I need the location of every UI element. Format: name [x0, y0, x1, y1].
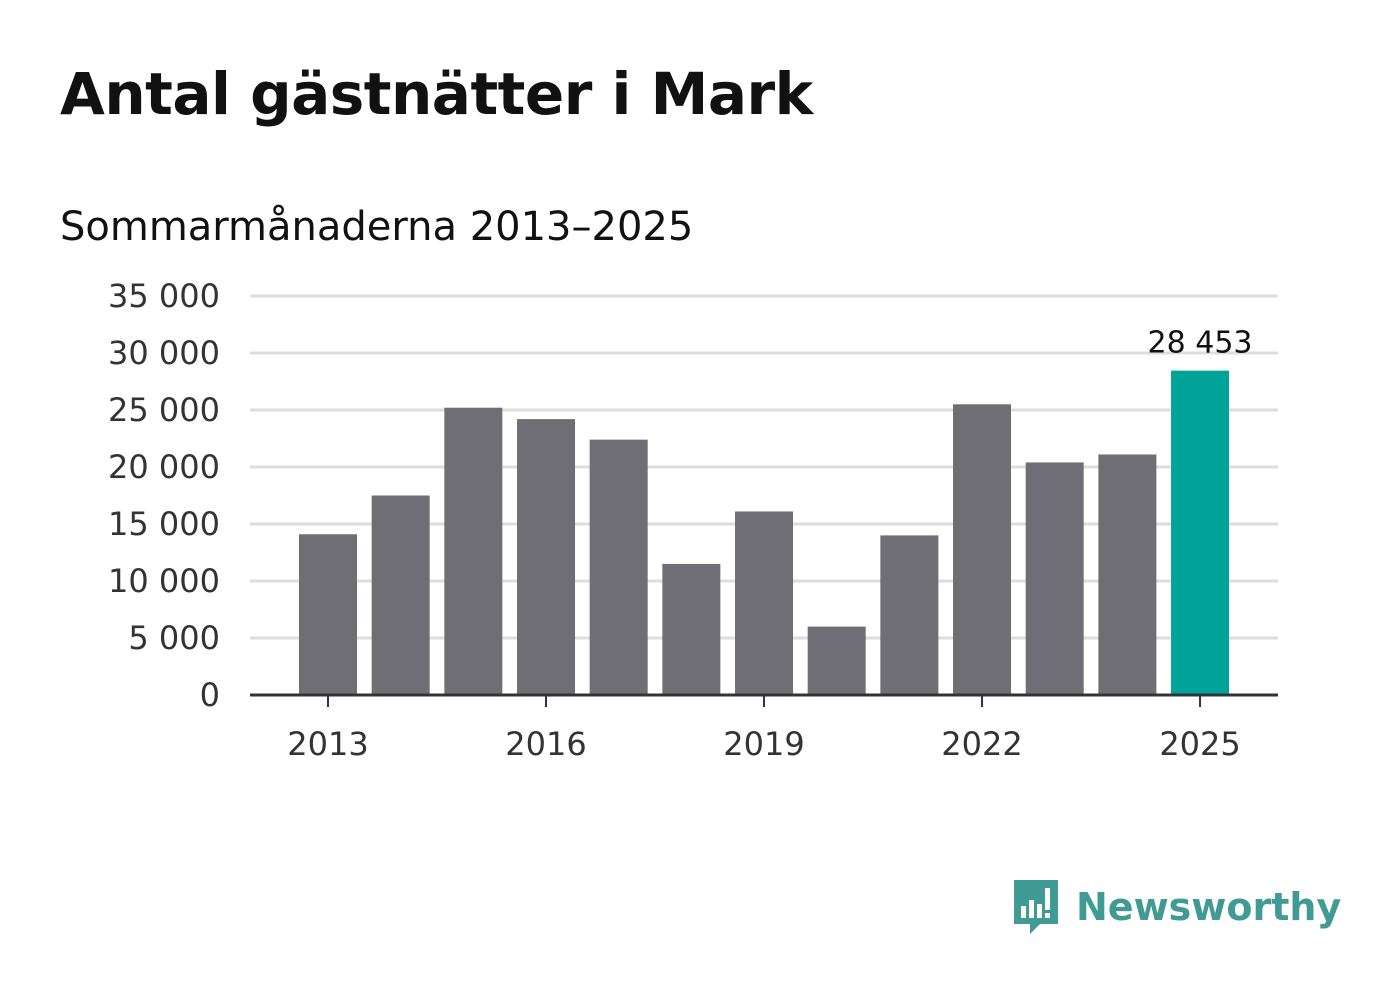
y-tick-label: 35 000: [108, 277, 220, 315]
bar: [299, 534, 357, 695]
y-tick-label: 5 000: [128, 619, 220, 657]
bar: [1025, 462, 1084, 695]
bar: [807, 626, 866, 695]
bar: [735, 511, 794, 695]
newsworthy-logo-icon: [1014, 880, 1058, 934]
x-tick-label: 2013: [287, 725, 368, 763]
x-tick-label: 2022: [941, 725, 1022, 763]
bar: [662, 563, 721, 695]
y-tick-label: 15 000: [108, 505, 220, 543]
y-tick-label: 10 000: [108, 562, 220, 600]
chart-title: Antal gästnätter i Mark: [60, 60, 813, 128]
bar: [880, 535, 939, 695]
bar: [517, 419, 576, 695]
bar: [444, 407, 503, 695]
brand-name: Newsworthy: [1076, 885, 1342, 929]
bar: [371, 495, 430, 695]
chart-subtitle: Sommarmånaderna 2013–2025: [60, 204, 694, 250]
x-tick-label: 2016: [505, 725, 586, 763]
bar: [589, 439, 648, 695]
x-tick-label: 2025: [1159, 725, 1240, 763]
y-tick-label: 30 000: [108, 334, 220, 372]
brand-logo: Newsworthy: [1010, 876, 1341, 938]
bar: [953, 404, 1012, 695]
y-tick-label: 0: [200, 676, 220, 714]
bar-highlight: [1171, 370, 1230, 695]
y-tick-label: 20 000: [108, 448, 220, 486]
x-tick-label: 2019: [723, 725, 804, 763]
data-label: 28 453: [1148, 326, 1253, 361]
y-tick-label: 25 000: [108, 391, 220, 429]
bar: [1098, 454, 1157, 695]
